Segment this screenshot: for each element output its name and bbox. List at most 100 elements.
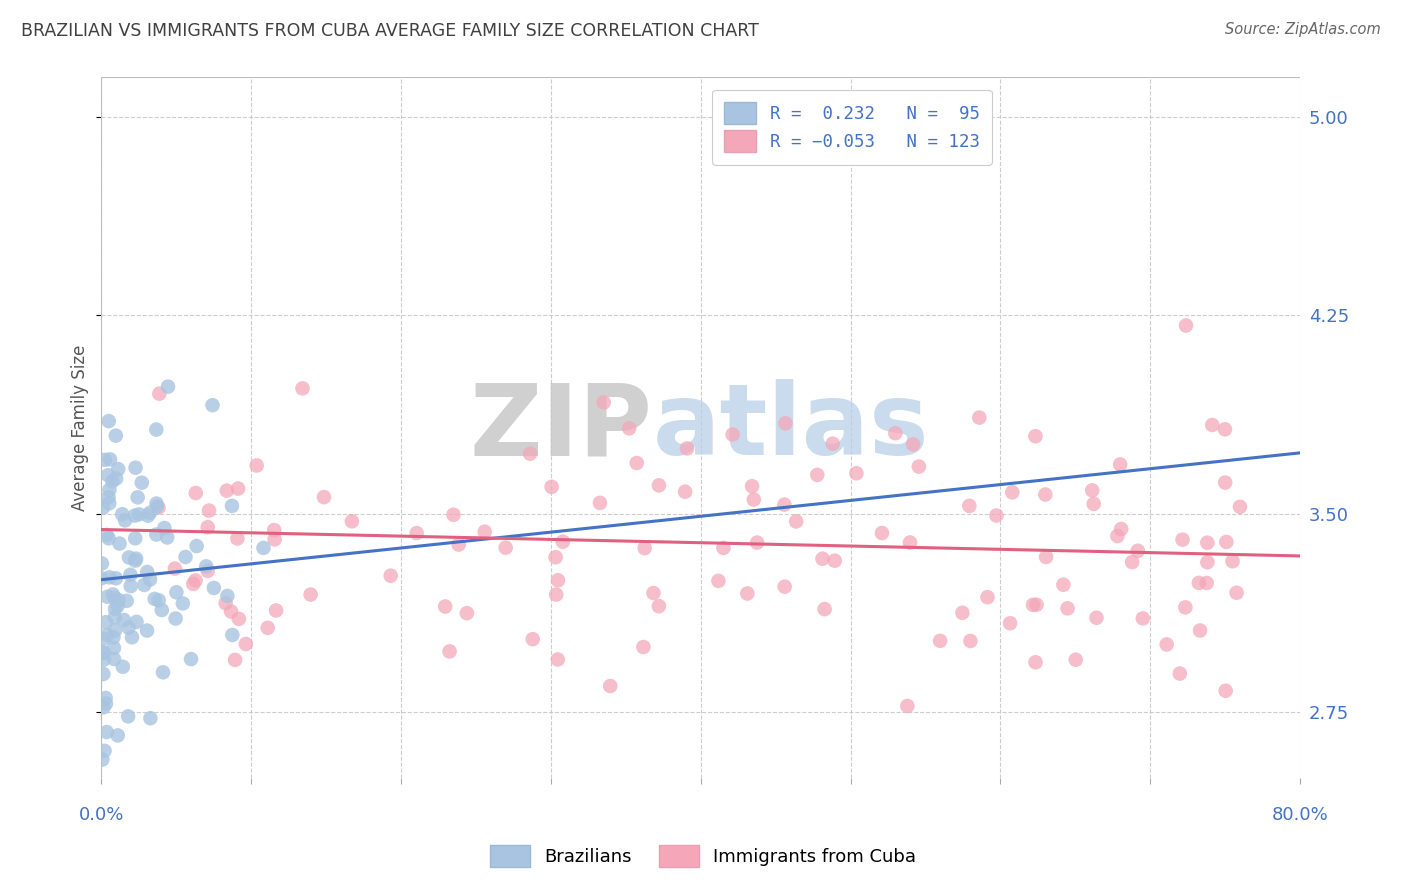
Point — [125, 615, 148, 629]
Point — [456, 606, 478, 620]
Point — [676, 442, 699, 456]
Point — [117, 621, 139, 635]
Point — [1035, 549, 1057, 564]
Point — [103, 640, 125, 655]
Point — [107, 462, 129, 476]
Point — [821, 436, 844, 450]
Text: 80.0%: 80.0% — [1272, 806, 1329, 824]
Point — [1188, 575, 1211, 590]
Point — [1022, 598, 1045, 612]
Point — [150, 603, 173, 617]
Point — [1109, 522, 1132, 536]
Point — [1081, 483, 1104, 498]
Point — [91, 752, 114, 766]
Point — [1052, 578, 1074, 592]
Y-axis label: Average Family Size: Average Family Size — [72, 344, 89, 511]
Point — [157, 379, 180, 393]
Point — [121, 630, 143, 644]
Point — [98, 570, 121, 584]
Point — [118, 550, 141, 565]
Point — [443, 508, 465, 522]
Point — [97, 490, 120, 504]
Point — [1025, 655, 1047, 669]
Point — [1156, 637, 1178, 651]
Point — [1033, 487, 1056, 501]
Legend: R =  0.232   N =  95, R = −0.053   N = 123: R = 0.232 N = 95, R = −0.053 N = 123 — [713, 89, 991, 165]
Point — [648, 478, 671, 492]
Point — [1213, 422, 1236, 436]
Point — [94, 691, 117, 706]
Point — [124, 554, 146, 568]
Point — [599, 679, 621, 693]
Point — [163, 561, 186, 575]
Point — [124, 508, 146, 523]
Point — [626, 456, 648, 470]
Point — [544, 550, 567, 565]
Point — [97, 468, 120, 483]
Point — [773, 498, 796, 512]
Point — [97, 532, 120, 546]
Point — [139, 506, 162, 520]
Point — [673, 484, 696, 499]
Point — [998, 616, 1021, 631]
Point — [93, 700, 115, 714]
Point — [96, 590, 118, 604]
Point — [312, 490, 335, 504]
Point — [103, 652, 125, 666]
Point — [195, 559, 218, 574]
Point — [97, 414, 120, 428]
Point — [96, 725, 118, 739]
Point — [104, 428, 127, 442]
Point — [901, 437, 924, 451]
Point — [707, 574, 730, 588]
Point — [1195, 576, 1218, 591]
Point — [104, 591, 127, 605]
Point — [108, 536, 131, 550]
Point — [120, 567, 142, 582]
Point — [896, 698, 918, 713]
Point — [546, 588, 568, 602]
Point — [1215, 535, 1237, 549]
Point — [131, 475, 153, 490]
Point — [96, 528, 118, 542]
Point — [1126, 543, 1149, 558]
Point — [1189, 624, 1212, 638]
Point — [1109, 458, 1132, 472]
Point — [957, 499, 980, 513]
Point — [145, 423, 167, 437]
Point — [124, 532, 146, 546]
Point — [929, 633, 952, 648]
Point — [1174, 600, 1197, 615]
Point — [252, 541, 274, 555]
Point — [775, 417, 797, 431]
Text: atlas: atlas — [652, 379, 929, 476]
Point — [845, 467, 868, 481]
Point — [959, 634, 981, 648]
Point — [226, 482, 249, 496]
Point — [246, 458, 269, 473]
Point — [184, 486, 207, 500]
Point — [148, 593, 170, 607]
Point — [617, 421, 640, 435]
Point — [1222, 554, 1244, 568]
Point — [870, 526, 893, 541]
Point — [226, 532, 249, 546]
Point — [111, 508, 134, 522]
Point — [217, 589, 239, 603]
Point — [648, 599, 671, 614]
Point — [145, 527, 167, 541]
Point — [434, 599, 457, 614]
Point — [148, 386, 170, 401]
Point — [165, 585, 187, 599]
Point — [153, 521, 176, 535]
Point — [1024, 429, 1046, 443]
Point — [742, 492, 765, 507]
Point — [908, 459, 931, 474]
Point — [495, 541, 517, 555]
Point — [104, 602, 127, 616]
Point — [136, 565, 159, 579]
Point — [107, 593, 129, 607]
Point — [115, 594, 138, 608]
Point — [107, 728, 129, 742]
Point — [785, 515, 807, 529]
